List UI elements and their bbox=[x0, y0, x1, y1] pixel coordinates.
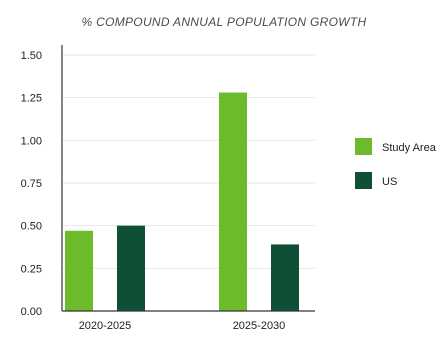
y-tick-label: 1.25 bbox=[21, 93, 42, 105]
legend-label: US bbox=[382, 176, 397, 188]
legend-swatch bbox=[355, 172, 372, 189]
x-category-label: 2025-2030 bbox=[233, 320, 286, 332]
y-tick-label: 0.50 bbox=[21, 221, 42, 233]
y-axis-ticks: 0.00 0.25 0.50 0.75 1.00 1.25 1.50 bbox=[21, 50, 42, 318]
y-tick-label: 0.75 bbox=[21, 178, 42, 190]
bar-us-2025-2030 bbox=[271, 244, 299, 311]
y-tick-label: 1.50 bbox=[21, 50, 42, 62]
x-axis-categories: 2020-2025 2025-2030 bbox=[79, 320, 286, 332]
gridlines bbox=[62, 54, 315, 269]
y-tick-label: 0.25 bbox=[21, 263, 42, 275]
y-tick-label: 0.00 bbox=[21, 306, 42, 318]
bar-study-area-2020-2025 bbox=[65, 230, 93, 311]
y-tick-label: 1.00 bbox=[21, 135, 42, 147]
bar-study-area-2025-2030 bbox=[219, 92, 247, 312]
bar-us-2020-2025 bbox=[117, 225, 145, 311]
legend: Study Area US bbox=[355, 138, 437, 189]
legend-swatch bbox=[355, 138, 372, 155]
legend-label: Study Area bbox=[382, 142, 437, 154]
chart-title: % COMPOUND ANNUAL POPULATION GROWTH bbox=[82, 15, 367, 29]
x-category-label: 2020-2025 bbox=[79, 320, 132, 332]
bars bbox=[65, 92, 299, 312]
